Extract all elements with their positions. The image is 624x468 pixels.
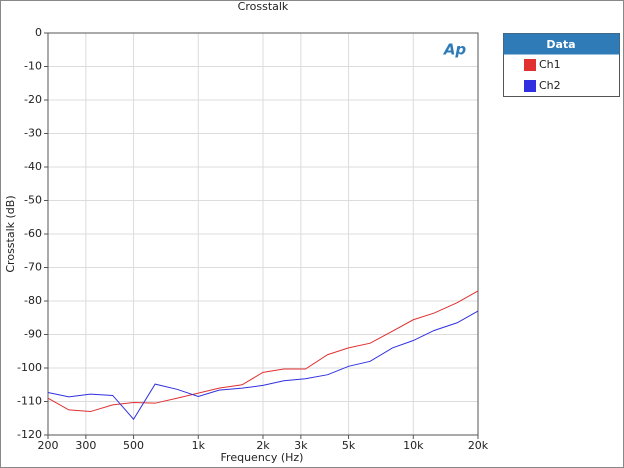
y-tick-label: -50 bbox=[24, 194, 42, 207]
y-tick-label: -70 bbox=[24, 261, 42, 274]
x-tick-label: 20k bbox=[468, 439, 489, 452]
legend-swatch bbox=[524, 80, 536, 92]
y-tick-label: 0 bbox=[35, 26, 42, 39]
y-tick-label: -110 bbox=[17, 395, 42, 408]
y-tick-label: -90 bbox=[24, 328, 42, 341]
legend-header bbox=[503, 33, 620, 55]
x-tick-label: 500 bbox=[123, 439, 144, 452]
x-tick-label: 300 bbox=[75, 439, 96, 452]
y-tick-label: -30 bbox=[24, 127, 42, 140]
chart-title: Crosstalk bbox=[238, 0, 289, 13]
legend-swatch bbox=[524, 59, 536, 71]
x-axis-label: Frequency (Hz) bbox=[221, 451, 304, 464]
plot-border bbox=[47, 32, 479, 436]
x-tick-label: 5k bbox=[342, 439, 356, 452]
logo: Ap bbox=[443, 41, 467, 59]
x-tick-label: 200 bbox=[38, 439, 59, 452]
legend-title: Data bbox=[546, 38, 575, 51]
y-tick-label: -80 bbox=[24, 294, 42, 307]
y-tick-label: -40 bbox=[24, 160, 42, 173]
legend-label: Ch1 bbox=[539, 58, 561, 71]
y-tick-label: -120 bbox=[17, 428, 42, 441]
series-line bbox=[47, 310, 479, 421]
y-axis-label: Crosstalk (dB) bbox=[4, 195, 17, 272]
x-tick-label: 10k bbox=[403, 439, 424, 452]
x-tick-label: 2k bbox=[256, 439, 270, 452]
legend-label: Ch2 bbox=[539, 79, 561, 92]
y-tick-label: -60 bbox=[24, 227, 42, 240]
x-tick-label: 1k bbox=[192, 439, 206, 452]
y-tick-label: -100 bbox=[17, 361, 42, 374]
y-tick-label: -10 bbox=[24, 60, 42, 73]
y-tick-label: -20 bbox=[24, 93, 42, 106]
x-tick-label: 3k bbox=[294, 439, 308, 452]
